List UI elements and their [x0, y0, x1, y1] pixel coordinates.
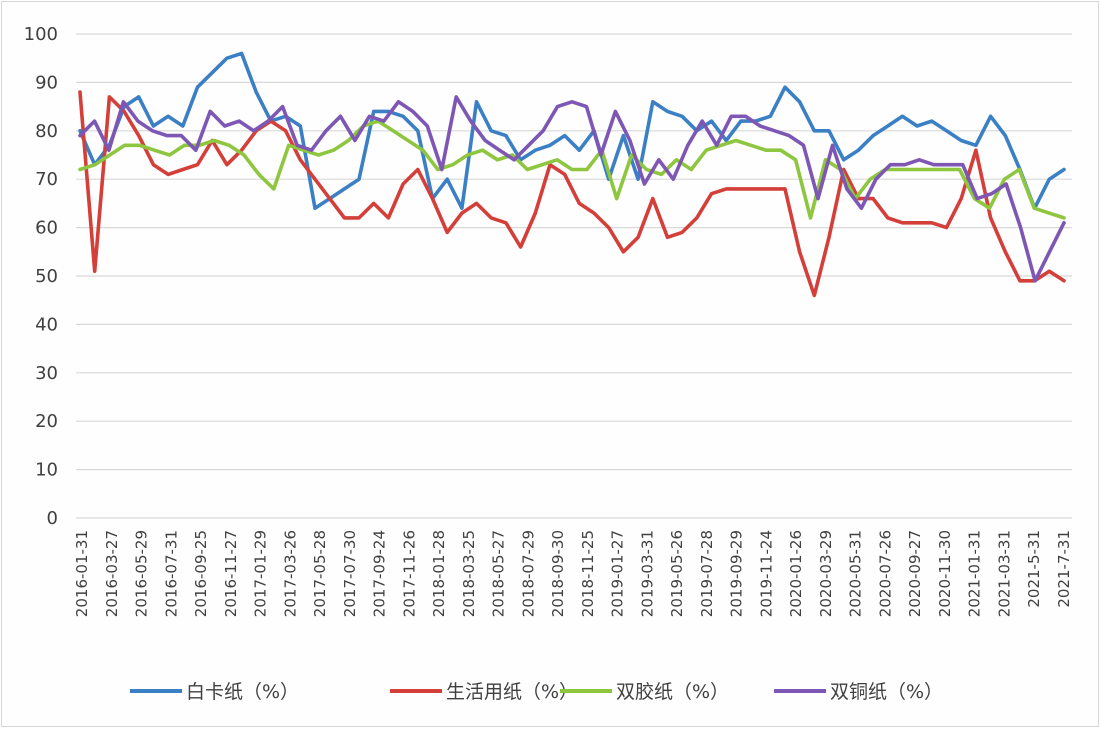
y-tick-label: 60	[35, 218, 58, 239]
x-tick-label: 2018-07-29	[519, 530, 537, 617]
x-tick-label: 2016-03-27	[103, 530, 121, 617]
legend-item: 双铜纸（%）	[774, 681, 943, 703]
x-tick-label: 2018-09-30	[549, 530, 567, 617]
y-tick-label: 50	[35, 266, 58, 287]
x-axis: 2016-01-31 2016-03-27 2016-05-29 2016-07-31…	[73, 530, 1073, 617]
legend: 白卡纸（%） 生活用纸（%） 双胶纸（%） 双铜纸（%）	[130, 681, 943, 703]
x-tick-label: 2017-05-28	[311, 530, 329, 617]
x-tick-label: 2016-11-27	[222, 530, 240, 617]
x-tick-label: 2020-01-26	[787, 530, 805, 617]
x-tick-label: 2019-11-24	[757, 530, 775, 617]
x-tick-label: 2020-07-26	[876, 530, 894, 617]
x-tick-label: 2017-11-26	[400, 530, 418, 617]
x-tick-label: 2019-01-27	[609, 530, 627, 617]
x-tick-label: 2017-07-30	[341, 530, 359, 617]
legend-item: 生活用纸（%）	[390, 681, 578, 703]
y-tick-label: 40	[35, 314, 58, 335]
x-tick-label: 2019-09-29	[728, 530, 746, 617]
series-line-0	[78, 51, 1066, 210]
x-tick-label: 2018-11-25	[579, 530, 597, 617]
legend-item: 双胶纸（%）	[560, 681, 729, 703]
x-tick-label: 2019-05-26	[668, 530, 686, 617]
x-tick-label: 2021-01-31	[966, 530, 984, 617]
y-tick-label: 30	[35, 363, 58, 384]
series-line-1	[78, 90, 1066, 298]
x-tick-label: 2016-01-31	[73, 530, 91, 617]
y-tick-label: 0	[47, 508, 58, 529]
x-tick-label: 2021-03-31	[995, 530, 1013, 617]
x-tick-label: 2019-07-28	[698, 530, 716, 617]
x-tick-label: 2021-7-31	[1055, 530, 1073, 608]
x-tick-label: 2020-09-27	[906, 530, 924, 617]
x-tick-label: 2021-5-31	[1025, 530, 1043, 608]
x-tick-label: 2020-11-30	[936, 530, 954, 617]
x-tick-label: 2020-05-31	[847, 530, 865, 617]
legend-label: 生活用纸（%）	[446, 681, 578, 703]
legend-label: 双铜纸（%）	[830, 681, 943, 703]
x-tick-label: 2017-03-26	[281, 530, 299, 617]
x-tick-label: 2018-01-28	[430, 530, 448, 617]
series-line-3	[78, 95, 1066, 283]
x-tick-label: 2016-05-29	[133, 530, 151, 617]
x-tick-label: 2017-01-29	[252, 530, 270, 617]
legend-label: 白卡纸（%）	[186, 681, 299, 703]
y-tick-label: 80	[35, 121, 58, 142]
x-tick-label: 2017-09-24	[371, 530, 389, 617]
legend-label: 双胶纸（%）	[616, 681, 729, 703]
gridlines	[76, 33, 1072, 519]
x-tick-label: 2020-03-29	[817, 530, 835, 617]
x-tick-label: 2019-03-31	[638, 530, 656, 617]
y-tick-label: 100	[24, 24, 58, 45]
x-tick-label: 2018-05-27	[490, 530, 508, 617]
x-tick-label: 2016-09-25	[192, 530, 210, 617]
y-tick-label: 20	[35, 411, 58, 432]
y-axis: 0 10 20 30 40 50 60 70 80 90 100	[24, 24, 58, 529]
y-tick-label: 90	[35, 72, 58, 93]
legend-item: 白卡纸（%）	[130, 681, 299, 703]
y-tick-label: 70	[35, 169, 58, 190]
x-tick-label: 2016-07-31	[162, 530, 180, 617]
y-tick-label: 10	[35, 460, 58, 481]
x-tick-label: 2018-03-25	[460, 530, 478, 617]
series-line-2	[78, 119, 1066, 220]
series-lines	[78, 51, 1066, 298]
